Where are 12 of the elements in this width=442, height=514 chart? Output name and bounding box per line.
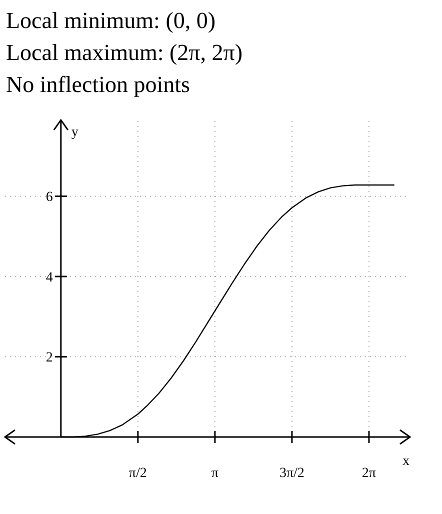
y-tick-label: 6 (46, 190, 53, 206)
text: Local maximum: (2π, 2π) (6, 40, 243, 65)
x-tick-label: 3π/2 (279, 466, 304, 481)
text: No inflection points (6, 72, 190, 97)
text: Local minimum: (0, 0) (6, 8, 216, 33)
x-tick-label: 2π (362, 466, 376, 481)
y-tick-label: 2 (46, 350, 53, 366)
y-axis-title: y (71, 125, 78, 140)
x-axis-title: x (402, 454, 410, 469)
y-tick-label: 4 (46, 270, 53, 286)
x-tick-label: π/2 (128, 466, 147, 481)
x-tick-label: π (211, 466, 218, 481)
